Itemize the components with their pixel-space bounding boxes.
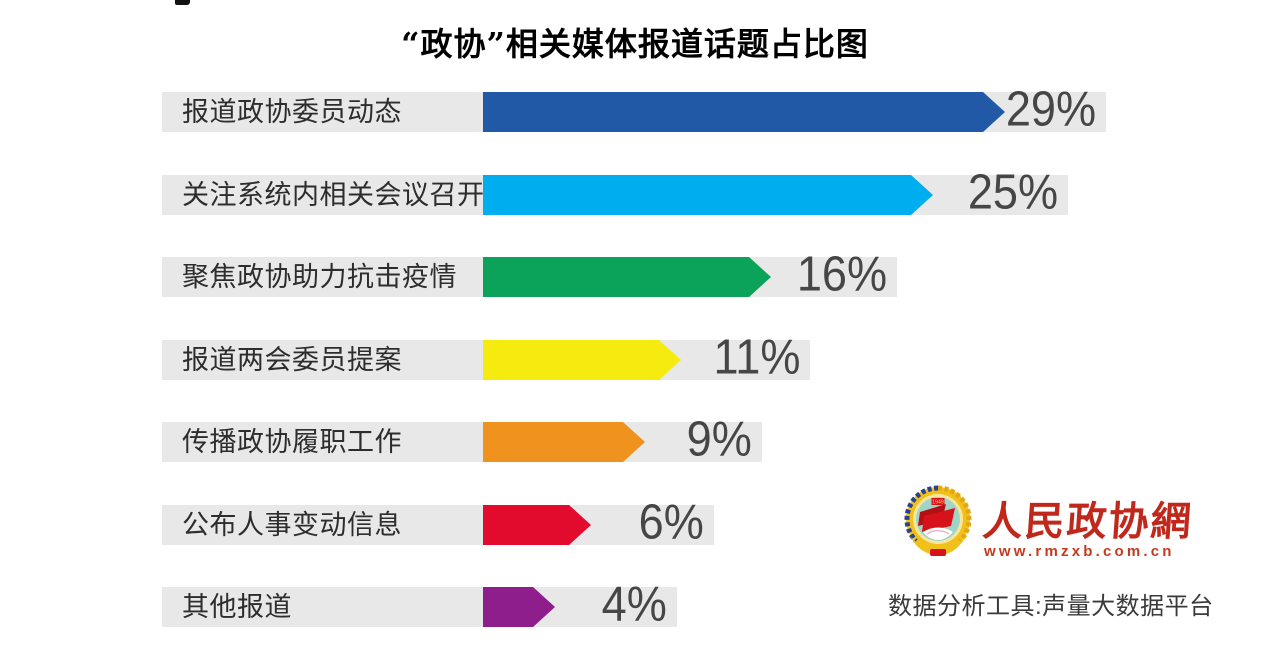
category-label: 关注系统内相关会议召开 xyxy=(182,180,485,210)
site-name: 人民政协網 xyxy=(981,498,1195,545)
chart-row: 聚焦政协助力抗击疫情 16% xyxy=(162,250,897,299)
category-label: 公布人事变动信息 xyxy=(182,510,402,540)
category-label: 其他报道 xyxy=(182,592,292,622)
chart-row: 其他报道 4% xyxy=(162,580,677,629)
cppcc-emblem-icon: 1949 xyxy=(904,485,972,556)
chart-row: 报道两会委员提案 11% xyxy=(162,333,810,382)
value-label: 9% xyxy=(686,412,752,467)
value-label: 29% xyxy=(1005,82,1096,137)
value-label: 4% xyxy=(601,577,667,632)
value-label: 11% xyxy=(713,330,800,385)
bar-arrow xyxy=(483,92,1005,132)
bar-arrow xyxy=(483,587,555,627)
chart-row: 报道政协委员动态 29% xyxy=(162,85,1106,134)
site-url: www.rmzxb.com.cn xyxy=(984,543,1175,560)
value-label: 16% xyxy=(796,247,887,302)
cropped-glyph-fragment xyxy=(175,0,190,5)
bar-arrow xyxy=(483,257,771,297)
bar-arrow xyxy=(483,422,645,462)
chart-row: 传播政协履职工作 9% xyxy=(162,415,762,464)
chart-row: 关注系统内相关会议召开 25% xyxy=(162,168,1068,217)
value-label: 25% xyxy=(967,165,1058,220)
bar-arrow xyxy=(483,175,933,215)
category-label: 传播政协履职工作 xyxy=(182,427,402,457)
category-label: 报道两会委员提案 xyxy=(182,345,402,375)
svg-text:1949: 1949 xyxy=(932,500,944,506)
category-label: 聚焦政协助力抗击疫情 xyxy=(182,262,457,292)
chart-row: 公布人事变动信息 6% xyxy=(162,498,714,547)
bar-arrow xyxy=(483,505,591,545)
category-label: 报道政协委员动态 xyxy=(182,97,402,127)
tool-note: 数据分析工具:声量大数据平台 xyxy=(888,593,1214,620)
bar-arrow xyxy=(483,340,681,380)
chart-title: “政协”相关媒体报道话题占比图 xyxy=(401,25,869,63)
value-label: 6% xyxy=(638,495,704,550)
